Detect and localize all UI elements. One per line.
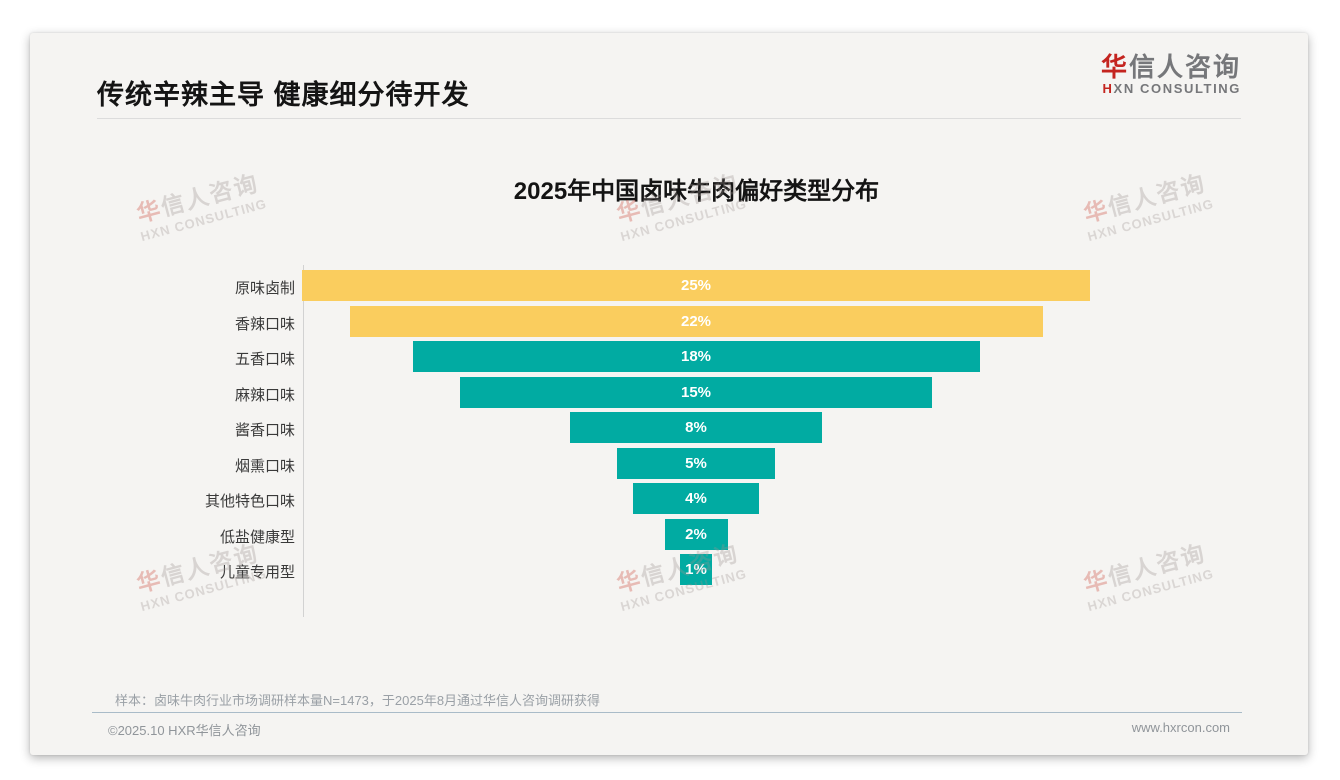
watermark-en: HXN CONSULTING	[1085, 195, 1216, 244]
category-label: 低盐健康型	[219, 528, 295, 546]
funnel-bar: 5%	[617, 447, 775, 479]
bar-value-label: 5%	[685, 454, 707, 472]
funnel-bar: 1%	[680, 554, 712, 585]
bar-value-label: 22%	[680, 312, 712, 330]
watermark: 华信人咨询 HXN CONSULTING	[122, 166, 278, 247]
funnel-bar: 22%	[349, 305, 1043, 337]
footer-copyright: ©2025.10 HXR华信人咨询	[108, 723, 261, 738]
category-label: 儿童专用型	[219, 564, 295, 581]
footer: ©2025.10 HXR华信人咨询 www.hxrcon.com	[108, 720, 1230, 739]
logo-cn-rest: 信人咨询	[1128, 52, 1241, 82]
company-logo: 华信人咨询 HXN CONSULTING	[1101, 53, 1241, 96]
funnel-bar: 25%	[302, 270, 1090, 301]
logo-en-rest: XN CONSULTING	[1113, 80, 1241, 96]
watermark-en: HXN CONSULTING	[1085, 565, 1216, 614]
funnel-bar: 2%	[664, 518, 728, 550]
logo-cn-text: 华信人咨询	[1101, 53, 1241, 82]
footer-website: www.hxrcon.com	[1131, 720, 1230, 735]
chart-axis-line	[303, 265, 304, 617]
funnel-bar: 4%	[633, 483, 759, 514]
category-label: 烟熏口味	[234, 457, 295, 475]
category-label: 香辣口味	[234, 315, 295, 333]
logo-en-text: HXN CONSULTING	[1101, 80, 1241, 96]
category-label: 五香口味	[234, 351, 295, 368]
bar-value-label: 4%	[685, 490, 707, 507]
watermark: 华信人咨询 HXN CONSULTING	[1069, 166, 1225, 247]
watermark-cn: 华信人咨询	[1081, 169, 1209, 228]
bar-value-label: 15%	[680, 383, 712, 401]
logo-en-first-char: H	[1102, 80, 1114, 96]
funnel-bar: 18%	[412, 341, 980, 372]
bar-value-label: 18%	[680, 348, 712, 365]
watermark: 华信人咨询 HXN CONSULTING	[1069, 536, 1225, 617]
bar-value-label: 1%	[685, 561, 707, 578]
category-label: 酱香口味	[234, 422, 295, 439]
category-label: 其他特色口味	[204, 493, 295, 510]
bar-value-label: 25%	[680, 277, 712, 294]
category-label: 原味卤制	[234, 280, 295, 297]
watermark-cn: 华信人咨询	[1081, 539, 1209, 598]
slide-card: 传统辛辣主导 健康细分待开发 华信人咨询 HXN CONSULTING 2025…	[30, 33, 1308, 755]
category-label: 麻辣口味	[234, 386, 295, 404]
bar-value-label: 8%	[685, 419, 707, 436]
page-title: 传统辛辣主导 健康细分待开发	[97, 80, 470, 110]
funnel-bar: 8%	[570, 412, 822, 443]
header-divider	[97, 118, 1241, 119]
funnel-bar: 15%	[459, 376, 933, 408]
watermark-cn: 华信人咨询	[134, 169, 262, 228]
footer-divider	[92, 712, 1242, 713]
chart-title: 2025年中国卤味牛肉偏好类型分布	[513, 178, 880, 205]
bar-value-label: 2%	[685, 525, 707, 543]
watermark-en: HXN CONSULTING	[138, 195, 269, 244]
logo-cn-first-char: 华	[1100, 52, 1129, 82]
sample-footnote: 样本：卤味牛肉行业市场调研样本量N=1473，于2025年8月通过华信人咨询调研…	[115, 693, 601, 708]
